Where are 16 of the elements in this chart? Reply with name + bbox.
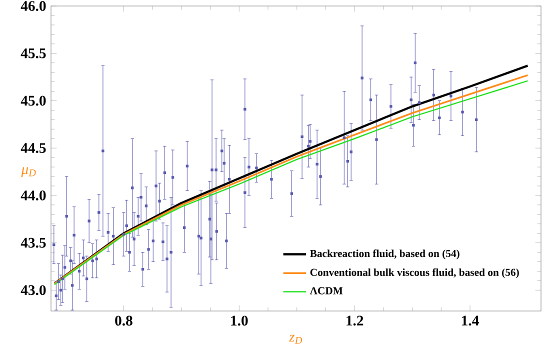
y-tick-label: 44.5 (20, 143, 46, 154)
y-tick-label: 43.0 (20, 285, 46, 296)
x-tick-label: 1.4 (462, 316, 479, 326)
legend-label: ΛCDM (310, 287, 343, 294)
legend-label: Backreaction fluid, based on (54) (310, 250, 460, 260)
y-axis-title: μ$_{D}$ (21, 167, 36, 178)
legend-label: Conventional bulk viscous fluid, based on (56) (310, 268, 519, 278)
x-tick-label: 1.0 (231, 316, 248, 326)
x-axis-title: z$_{D}$ (288, 334, 302, 344)
y-tick-label: 45.0 (20, 96, 46, 106)
y-tick-label: 44.0 (20, 190, 46, 200)
y-tick-label: 45.5 (20, 48, 46, 58)
y-tick-label: 43.5 (20, 238, 46, 248)
y-tick-label: 46.0 (20, 1, 46, 11)
x-tick-label: 0.8 (115, 316, 132, 326)
x-tick-label: 1.2 (346, 316, 364, 326)
